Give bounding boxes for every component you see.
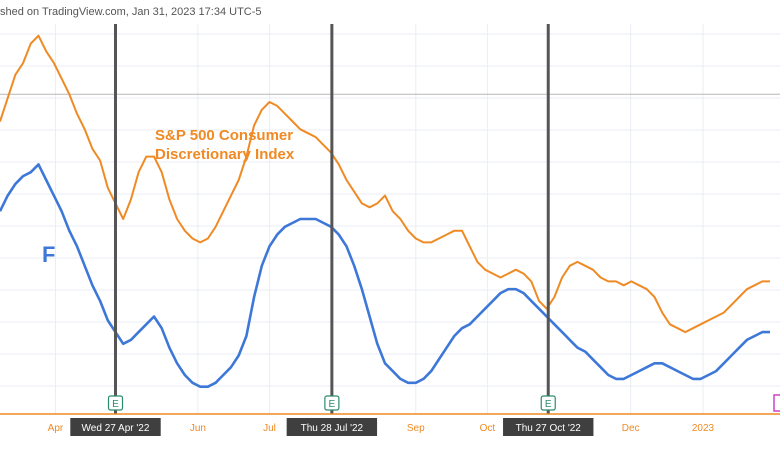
series-layer bbox=[0, 34, 770, 388]
series-label-sp500-line: S&P 500 Consumer bbox=[155, 127, 293, 144]
earnings-marker-layer: E Wed 27 Apr '22 E Thu 28 Jul '22 E Thu 27 Oc… bbox=[70, 24, 594, 436]
x-tick-label: Jun bbox=[190, 423, 206, 434]
x-tick-label: Oct bbox=[480, 423, 496, 434]
earnings-badge-letter: E bbox=[329, 399, 336, 410]
x-tick-label: Sep bbox=[407, 423, 425, 434]
published-note: shed on TradingView.com, Jan 31, 2023 17… bbox=[0, 6, 262, 18]
series-line-f bbox=[0, 163, 770, 388]
series-label-layer: S&P 500 Consumer Discretionary Index F bbox=[42, 127, 295, 267]
marker-date-box bbox=[286, 418, 378, 436]
earnings-badge-letter: E bbox=[112, 399, 119, 410]
x-tick-label: Jul bbox=[263, 423, 276, 434]
earnings-badge bbox=[324, 395, 340, 411]
corner-marker bbox=[773, 394, 780, 412]
marker-date-box bbox=[503, 418, 594, 436]
series-line-sp500-consumer-discretionary bbox=[0, 34, 770, 334]
marker-date-label: Thu 27 Oct '22 bbox=[516, 423, 582, 434]
x-axis: Apr Jun Jul Sep Oct Dec 2023 bbox=[0, 394, 780, 434]
earnings-badge bbox=[107, 395, 124, 411]
x-tick-label: Apr bbox=[48, 423, 64, 434]
earnings-badge-letter: E bbox=[545, 399, 552, 410]
grid-layer bbox=[0, 24, 780, 414]
series-label-f: F bbox=[42, 242, 55, 267]
x-tick-label: 2023 bbox=[692, 423, 715, 434]
marker-date-box bbox=[70, 418, 161, 436]
earnings-badge bbox=[540, 395, 556, 411]
marker-date-label: Thu 28 Jul '22 bbox=[301, 423, 364, 434]
marker-date-label: Wed 27 Apr '22 bbox=[82, 423, 150, 434]
series-label-sp500-line: Discretionary Index bbox=[155, 146, 295, 163]
x-tick-label: Dec bbox=[622, 423, 640, 434]
